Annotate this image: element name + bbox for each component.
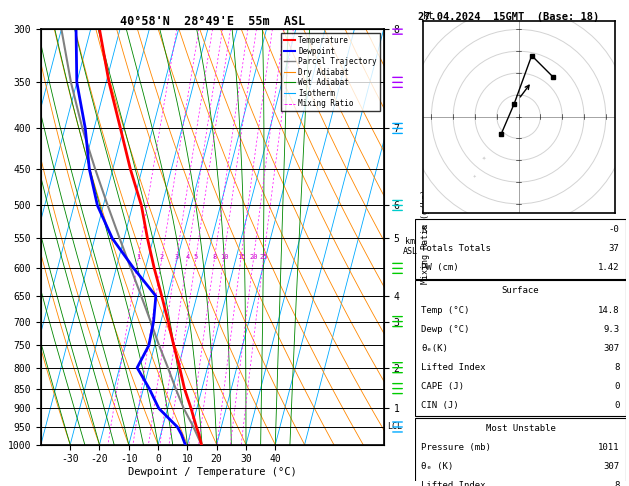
Text: 0: 0 [614,382,620,391]
Y-axis label: km
ASL: km ASL [403,237,418,256]
Text: Temp (°C): Temp (°C) [421,306,470,314]
Text: Lifted Index: Lifted Index [421,481,486,486]
Text: CAPE (J): CAPE (J) [421,382,464,391]
Text: Totals Totals: Totals Totals [421,244,491,253]
Bar [415,280,626,416]
Text: Mixing Ratio (g/kg): Mixing Ratio (g/kg) [421,190,430,284]
Text: 8: 8 [614,481,620,486]
Text: ✦: ✦ [482,155,486,161]
Text: 37: 37 [609,244,620,253]
Legend: Temperature, Dewpoint, Parcel Trajectory, Dry Adiabat, Wet Adiabat, Isotherm, Mi: Temperature, Dewpoint, Parcel Trajectory… [281,33,380,111]
Text: Surface: Surface [502,286,539,295]
Text: ✦: ✦ [474,174,477,179]
Text: Dewp (°C): Dewp (°C) [421,325,470,333]
Text: PW (cm): PW (cm) [421,263,459,273]
X-axis label: Dewpoint / Temperature (°C): Dewpoint / Temperature (°C) [128,467,297,477]
Text: kt: kt [423,11,435,21]
Text: 10: 10 [220,254,228,260]
Text: -0: -0 [609,226,620,234]
Text: 307: 307 [603,462,620,471]
Text: LCL: LCL [387,422,402,432]
Text: 15: 15 [237,254,245,260]
Text: 3: 3 [175,254,179,260]
Text: 307: 307 [603,344,620,353]
Text: 0: 0 [614,401,620,410]
Text: 2: 2 [160,254,164,260]
Text: 14.8: 14.8 [598,306,620,314]
Text: 1: 1 [136,254,141,260]
Text: 4: 4 [186,254,189,260]
Text: 1011: 1011 [598,443,620,452]
Text: θₑ (K): θₑ (K) [421,462,454,471]
Text: 8: 8 [213,254,217,260]
Bar [415,219,626,279]
Text: CIN (J): CIN (J) [421,401,459,410]
Text: K: K [421,226,427,234]
Text: Lifted Index: Lifted Index [421,363,486,372]
Text: 8: 8 [614,363,620,372]
Text: 20: 20 [250,254,258,260]
Bar [415,417,626,486]
Text: 1.42: 1.42 [598,263,620,273]
Text: Pressure (mb): Pressure (mb) [421,443,491,452]
Text: 5: 5 [194,254,198,260]
Title: 40°58'N  28°49'E  55m  ASL: 40°58'N 28°49'E 55m ASL [120,15,305,28]
Text: 25: 25 [260,254,268,260]
Text: θₑ(K): θₑ(K) [421,344,448,353]
Text: Most Unstable: Most Unstable [486,424,555,433]
Text: 27.04.2024  15GMT  (Base: 18): 27.04.2024 15GMT (Base: 18) [418,12,599,22]
Y-axis label: hPa: hPa [0,227,2,246]
Text: 9.3: 9.3 [603,325,620,333]
